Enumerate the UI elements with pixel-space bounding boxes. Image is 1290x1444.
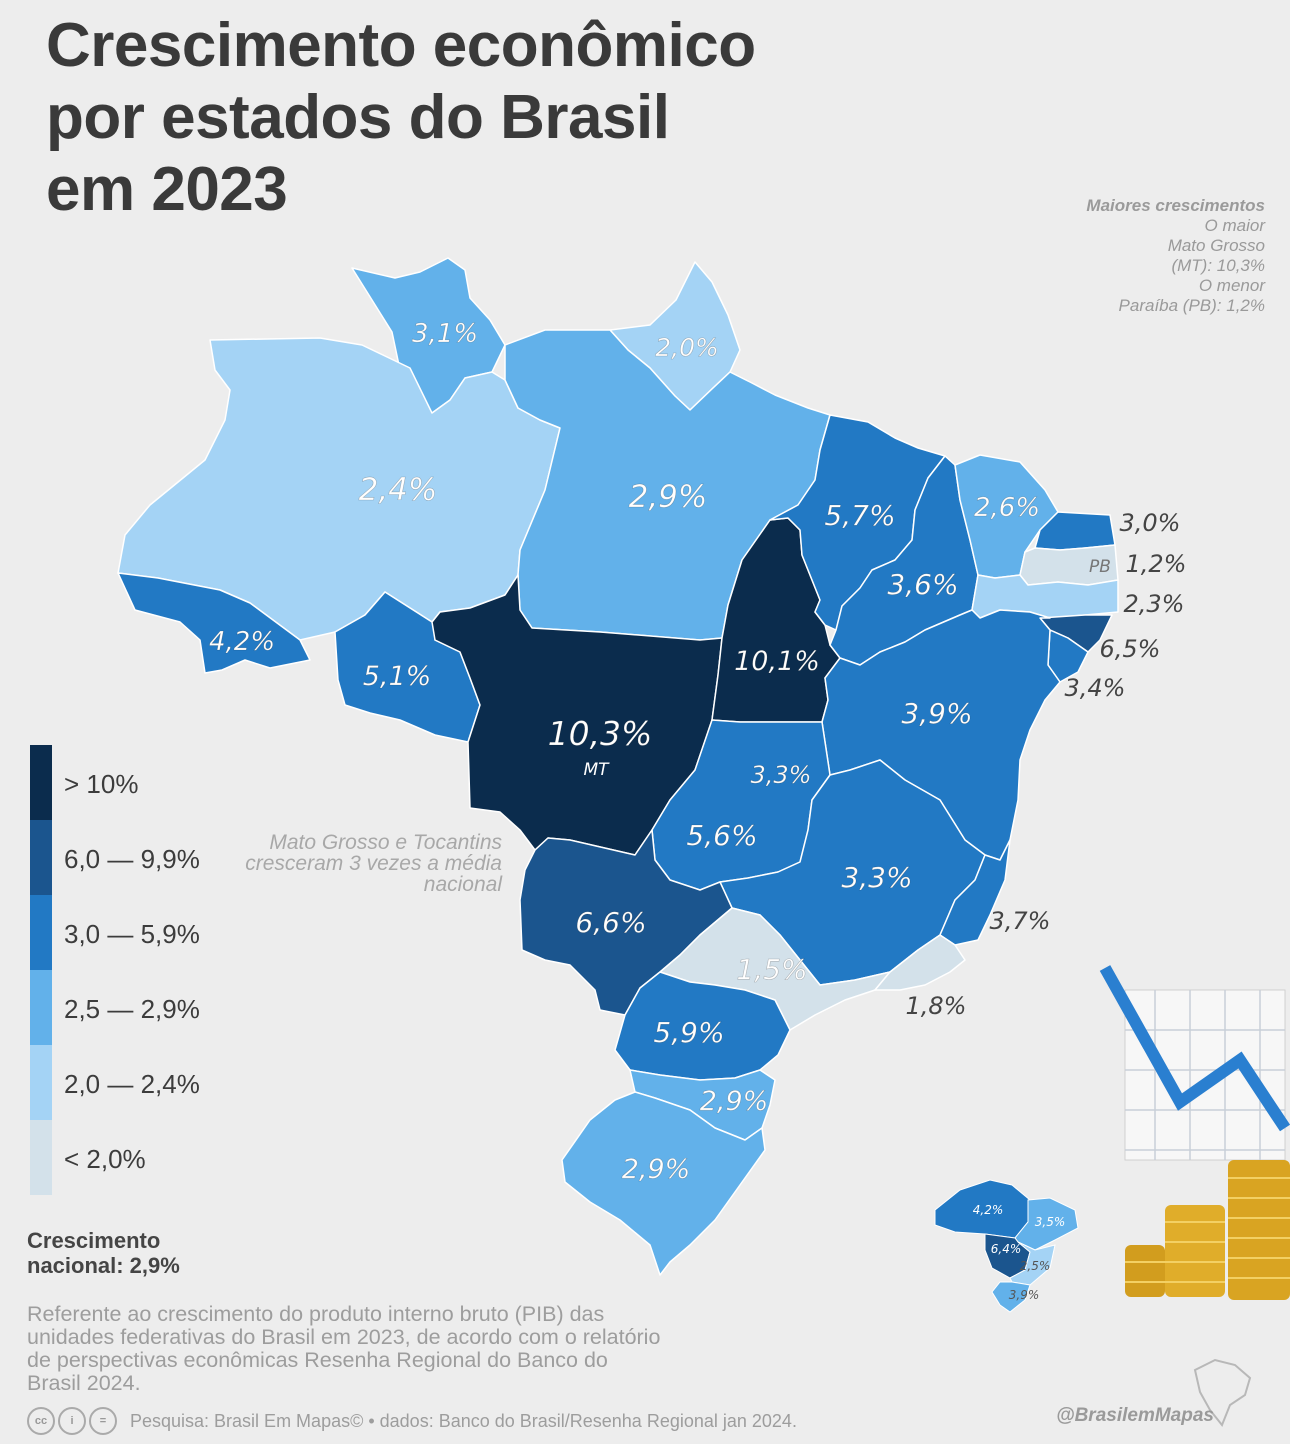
state-value-label-AM: 2,4% <box>359 472 438 508</box>
footer-source: Pesquisa: Brasil Em Mapas© • dados: Banc… <box>130 1410 797 1431</box>
state-value-label-DF: 3,3% <box>751 761 812 789</box>
state-value-label-MT: 10,3% <box>548 714 653 753</box>
state-RJ[interactable] <box>874 934 966 991</box>
state-value-label-RJ: 1,8% <box>906 992 967 1020</box>
state-value-label-BA: 3,9% <box>901 697 972 730</box>
side-note-line: O maior <box>1204 216 1265 235</box>
creative-commons-icon: cc <box>27 1407 55 1435</box>
side-note: Maiores crescimentos O maior Mato Grosso… <box>1005 196 1265 316</box>
state-abbr-label-PB: PB <box>1089 557 1111 577</box>
state-PR[interactable] <box>614 971 791 1081</box>
national-growth-line: Crescimento <box>27 1228 161 1253</box>
state-AC[interactable] <box>117 572 311 674</box>
legend-label: < 2,0% <box>64 1144 146 1174</box>
legend-label: 3,0 — 5,9% <box>64 919 200 949</box>
state-value-label-MG: 3,3% <box>841 861 912 894</box>
state-value-label-RN: 3,0% <box>1120 509 1181 537</box>
state-value-label-AP: 2,0% <box>655 333 719 362</box>
legend-swatch <box>30 1045 52 1120</box>
title-line-3: em 2023 <box>46 155 288 224</box>
state-value-label-SC: 2,9% <box>700 1086 769 1117</box>
page-title: Crescimento econômico por estados do Bra… <box>46 10 756 226</box>
national-growth-line: nacional: 2,9% <box>27 1253 180 1278</box>
state-value-label-MS: 6,6% <box>575 906 646 939</box>
legend-label: 2,5 — 2,9% <box>64 994 200 1024</box>
state-value-label-PE: 2,3% <box>1124 590 1185 618</box>
state-value-label-SE: 3,4% <box>1065 674 1126 702</box>
legend-swatch <box>30 970 52 1045</box>
state-ES[interactable] <box>939 839 1011 946</box>
inset-value-label: 6,4% <box>991 1242 1022 1256</box>
legend-label: 2,0 — 2,4% <box>64 1069 200 1099</box>
social-handle[interactable]: @BrasilemMapas <box>1056 1405 1214 1426</box>
side-note-heading: Maiores crescimentos <box>1086 196 1265 215</box>
inset-region-south <box>991 1281 1031 1313</box>
state-value-label-RR: 3,1% <box>412 319 478 349</box>
legend-label: > 10% <box>64 769 139 799</box>
mt-to-note: Mato Grosso e Tocantins cresceram 3 veze… <box>245 831 502 896</box>
legend-swatch <box>30 1120 52 1195</box>
inset-value-label: 4,2% <box>973 1203 1004 1217</box>
state-abbr-label-MT: MT <box>583 760 610 780</box>
inset-value-label: 2,5% <box>1020 1259 1051 1273</box>
footer: cc i = Pesquisa: Brasil Em Mapas© • dados: … <box>27 1407 797 1435</box>
inset-value-label: 3,5% <box>1035 1215 1066 1229</box>
national-growth: Crescimento nacional: 2,9% <box>27 1228 180 1278</box>
title-line-2: por estados do Brasil <box>46 83 670 152</box>
decorative-chart <box>1099 965 1290 1161</box>
state-value-label-MA: 5,7% <box>824 499 895 532</box>
state-value-label-GO: 5,6% <box>686 819 757 852</box>
state-value-label-PI: 3,6% <box>887 568 958 601</box>
state-value-label-AL: 6,5% <box>1100 635 1161 663</box>
brand-map-icon <box>1193 1358 1252 1427</box>
title-line-1: Crescimento econômico <box>46 11 756 80</box>
state-value-label-TO: 10,1% <box>734 646 820 677</box>
inset-region-northeast <box>1014 1197 1079 1251</box>
state-value-label-SP: 1,5% <box>736 953 807 986</box>
state-RS[interactable] <box>561 1091 766 1276</box>
legend-swatch <box>30 745 52 820</box>
state-value-label-PB: 1,2% <box>1126 550 1187 578</box>
state-value-label-ES: 3,7% <box>990 907 1051 935</box>
legend-swatch <box>30 895 52 970</box>
side-note-line: Mato Grosso <box>1167 236 1265 255</box>
state-value-label-CE: 2,6% <box>974 493 1040 523</box>
coins-icon <box>1125 1160 1290 1300</box>
state-value-label-PA: 2,9% <box>629 479 708 515</box>
state-value-label-RS: 2,9% <box>622 1154 691 1185</box>
inset-value-label: 3,9% <box>1009 1288 1040 1302</box>
legend-swatch <box>30 820 52 895</box>
legend-label: 6,0 — 9,9% <box>64 844 200 874</box>
description: Referente ao crescimento do produto inte… <box>27 1302 661 1395</box>
attribution-icon: i <box>58 1407 86 1435</box>
side-note-line: O menor <box>1198 276 1265 295</box>
state-value-label-AC: 4,2% <box>209 627 275 657</box>
side-note-line: (MT): 10,3% <box>1171 256 1265 275</box>
state-value-label-RO: 5,1% <box>363 661 432 692</box>
no-derivatives-icon: = <box>89 1407 117 1435</box>
state-value-label-PR: 5,9% <box>653 1016 724 1049</box>
side-note-line: Paraíba (PB): 1,2% <box>1118 296 1265 315</box>
